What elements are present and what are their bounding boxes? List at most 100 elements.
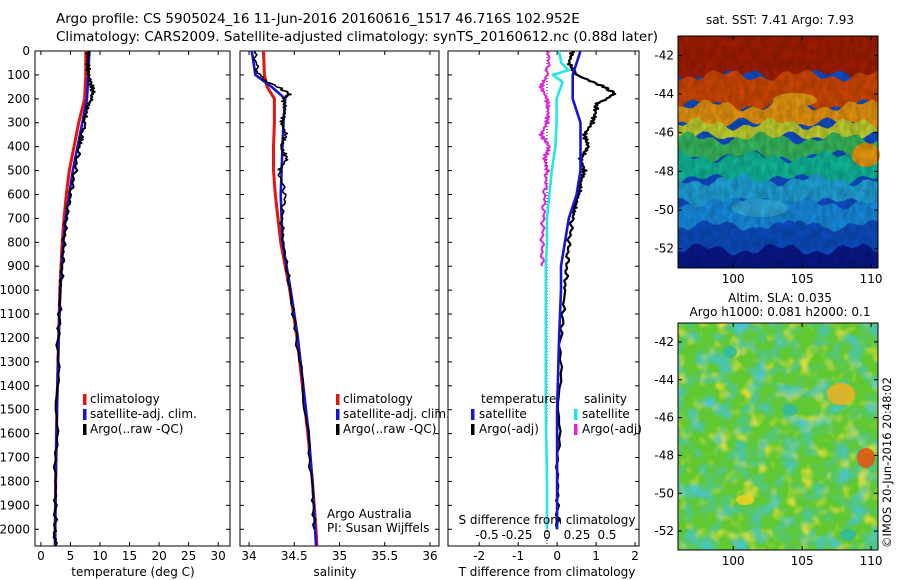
y-tick-label: -48	[654, 448, 674, 462]
y-tick-label: 1300	[0, 355, 30, 369]
sla-anomaly-spot	[857, 448, 875, 468]
sla-map-title-line-2: Argo h1000: 0.081 h2000: 0.1	[690, 305, 871, 319]
y-tick-label: -42	[654, 48, 674, 62]
legend-group-title: temperature	[481, 392, 556, 406]
y-tick-label: -52	[654, 524, 674, 538]
y-tick-label: 1400	[0, 379, 30, 393]
s-tick-label: 0	[543, 528, 551, 542]
legend-entry: satellite	[479, 407, 527, 421]
y-tick-label: -50	[654, 203, 674, 217]
salinity-y-tickmarks	[240, 50, 439, 530]
legend-swatch	[471, 409, 475, 420]
sla-map-axes: 100 105 110 -42 -44 -46 -48 -50 -52	[654, 323, 883, 568]
y-tick-label: 1200	[0, 331, 30, 345]
difference-legend: temperature salinitysatelliteArgo(-adj)sa…	[471, 392, 642, 436]
sla-map-frame	[677, 322, 879, 551]
sst-heatmap-image	[678, 36, 880, 268]
series-satellite-line	[250, 51, 318, 546]
x-tick-label: -1	[512, 549, 524, 563]
x-tick-label: 100	[722, 272, 745, 286]
legend-entry: Argo(-adj)	[479, 422, 539, 436]
legend-swatch	[83, 409, 87, 420]
sla-negative-blobs	[678, 323, 878, 550]
sst-map-panel: sat. SST: 7.41 Argo: 7.93 100 105 110 -42 -4…	[654, 13, 882, 286]
sst-texture	[678, 36, 878, 268]
y-tick-label: -48	[654, 164, 674, 178]
y-tick-label: -44	[654, 87, 674, 101]
annotation-pi-name: PI: Susan Wijffels	[327, 521, 429, 535]
x-tick-label: 1	[592, 549, 600, 563]
s-tick-label: -0.5	[475, 528, 498, 542]
series-temperature-argo-line	[554, 51, 617, 530]
temperature-panel: 0100200300400500600700800900100011001200…	[0, 44, 231, 579]
y-tick-label: 500	[7, 164, 30, 178]
y-tick-label: 200	[7, 92, 30, 106]
legend-swatch	[83, 424, 87, 435]
temperature-axes-frame	[34, 50, 231, 547]
temperature-lines	[52, 51, 96, 546]
sla-anomaly-spot	[736, 495, 754, 505]
x-tick-label: -2	[473, 549, 485, 563]
legend-swatch	[574, 409, 578, 420]
x-tick-label: 0	[553, 549, 561, 563]
legend-swatch	[336, 409, 340, 420]
legend-group-title: salinity	[584, 392, 627, 406]
y-tick-label: -42	[654, 335, 674, 349]
imos-credit: ©IMOS 20-Jun-2016 20:48:02	[880, 377, 894, 548]
y-tick-label: 1100	[0, 307, 30, 321]
s-difference-x-axis: -0.5 -0.25 0 0.25 0.5	[448, 50, 639, 542]
sst-map-title: sat. SST: 7.41 Argo: 7.93	[706, 13, 854, 27]
salinity-x-axis: 34 34.5 35 35.5 36	[241, 51, 438, 563]
x-tick-label: 30	[211, 549, 226, 563]
y-tick-label: -46	[654, 411, 674, 425]
x-tick-label: 105	[791, 272, 814, 286]
sst-map-axes: 100 105 110 -42 -44 -46 -48 -50 -52	[654, 36, 883, 286]
sla-anomaly-spot	[723, 346, 737, 358]
x-tick-label: 36	[422, 549, 437, 563]
sst-map-frame	[677, 35, 879, 269]
series-temperature-satellite-line	[555, 51, 582, 530]
difference-panel: -2 -1 0 1 2 -0.5 -0.25 0 0.25 0.5 temperature sal…	[447, 50, 642, 579]
legend-entry: climatology	[343, 392, 413, 406]
legend-swatch	[336, 394, 340, 405]
y-tick-label: 100	[7, 68, 30, 82]
x-tick-label: 34	[241, 549, 256, 563]
t-difference-x-axis: -2 -1 0 1 2	[473, 51, 639, 563]
x-tick-label: 110	[860, 272, 883, 286]
x-tick-label: 110	[860, 554, 883, 568]
s-tick-label: 0.5	[597, 528, 616, 542]
legend-entry: Argo(-adj)	[582, 422, 642, 436]
salinity-x-label: salinity	[313, 565, 356, 579]
x-tick-label: 35	[332, 549, 347, 563]
y-tick-label: 0	[22, 44, 30, 58]
y-tick-label: 1000	[0, 283, 30, 297]
y-tick-label: 1500	[0, 403, 30, 417]
legend-entry: Argo(..raw -QC)	[90, 422, 183, 436]
series-argo-line	[252, 51, 317, 530]
sla-map-title-line-1: Altim. SLA: 0.035	[728, 291, 832, 305]
difference-lines	[538, 51, 617, 530]
plot-title-line-2: Climatology: CARS2009. Satellite-adjuste…	[56, 29, 659, 45]
legend-swatch	[574, 424, 578, 435]
x-tick-label: 15	[122, 549, 137, 563]
s-tick-label: -0.25	[501, 528, 532, 542]
y-tick-label: 300	[7, 116, 30, 130]
y-tick-label: -46	[654, 126, 674, 140]
t-difference-x-label: T difference from climatology	[458, 565, 636, 579]
sla-map-panel: Altim. SLA: 0.035 Argo h1000: 0.081 h200…	[654, 291, 882, 568]
s-difference-label: S difference from climatology	[459, 513, 636, 527]
legend-swatch	[471, 424, 475, 435]
y-tick-label: 2000	[0, 522, 30, 536]
depth-axis: 0 100 200 300 400 500 600 700 800 900 1000 1100 1200…	[0, 44, 230, 536]
y-tick-label: -50	[654, 486, 674, 500]
series-salinity-satellite-line	[544, 51, 570, 530]
y-tick-label: 1800	[0, 474, 30, 488]
x-tick-label: 25	[181, 549, 196, 563]
y-tick-label: 800	[7, 235, 30, 249]
x-tick-label: 34.5	[281, 549, 308, 563]
legend-swatch	[83, 394, 87, 405]
x-tick-label: 105	[791, 554, 814, 568]
x-tick-label: 5	[67, 549, 75, 563]
x-tick-label: 2	[631, 549, 639, 563]
